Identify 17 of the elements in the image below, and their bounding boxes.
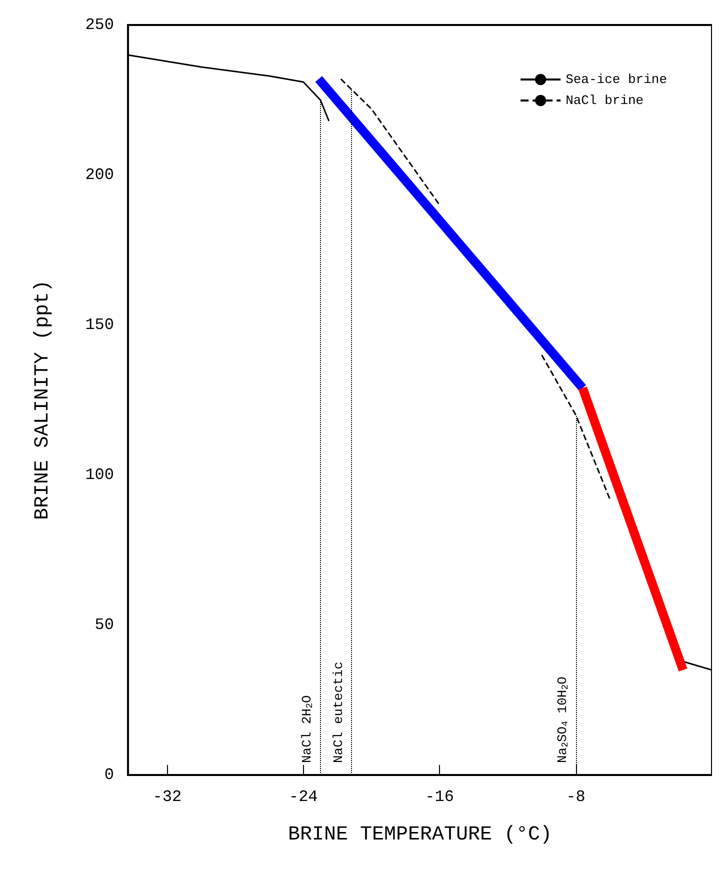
- y-tick-label: 100: [85, 466, 114, 484]
- y-tick-label: 200: [85, 166, 114, 184]
- y-tick-label: 50: [94, 616, 114, 634]
- ref-line-label: NaCl eutectic: [331, 662, 346, 763]
- legend-label: NaCl brine: [566, 93, 644, 108]
- y-tick-label: 250: [85, 16, 114, 34]
- ref-line-label: Na2SO4 10H2O: [554, 676, 570, 763]
- y-axis-title: BRINE SALINITY (ppt): [32, 280, 54, 520]
- x-axis-title: BRINE TEMPERATURE (°C): [288, 824, 552, 846]
- legend-label: Sea-ice brine: [566, 72, 668, 87]
- y-tick-label: 0: [104, 766, 114, 784]
- x-tick-label: -16: [425, 788, 454, 806]
- x-tick-label: -32: [152, 788, 182, 806]
- x-tick-label: -8: [566, 788, 586, 806]
- y-tick-label: 150: [85, 316, 114, 334]
- ref-line-label: NaCl 2H2O: [299, 694, 315, 763]
- x-tick-label: -24: [288, 788, 318, 806]
